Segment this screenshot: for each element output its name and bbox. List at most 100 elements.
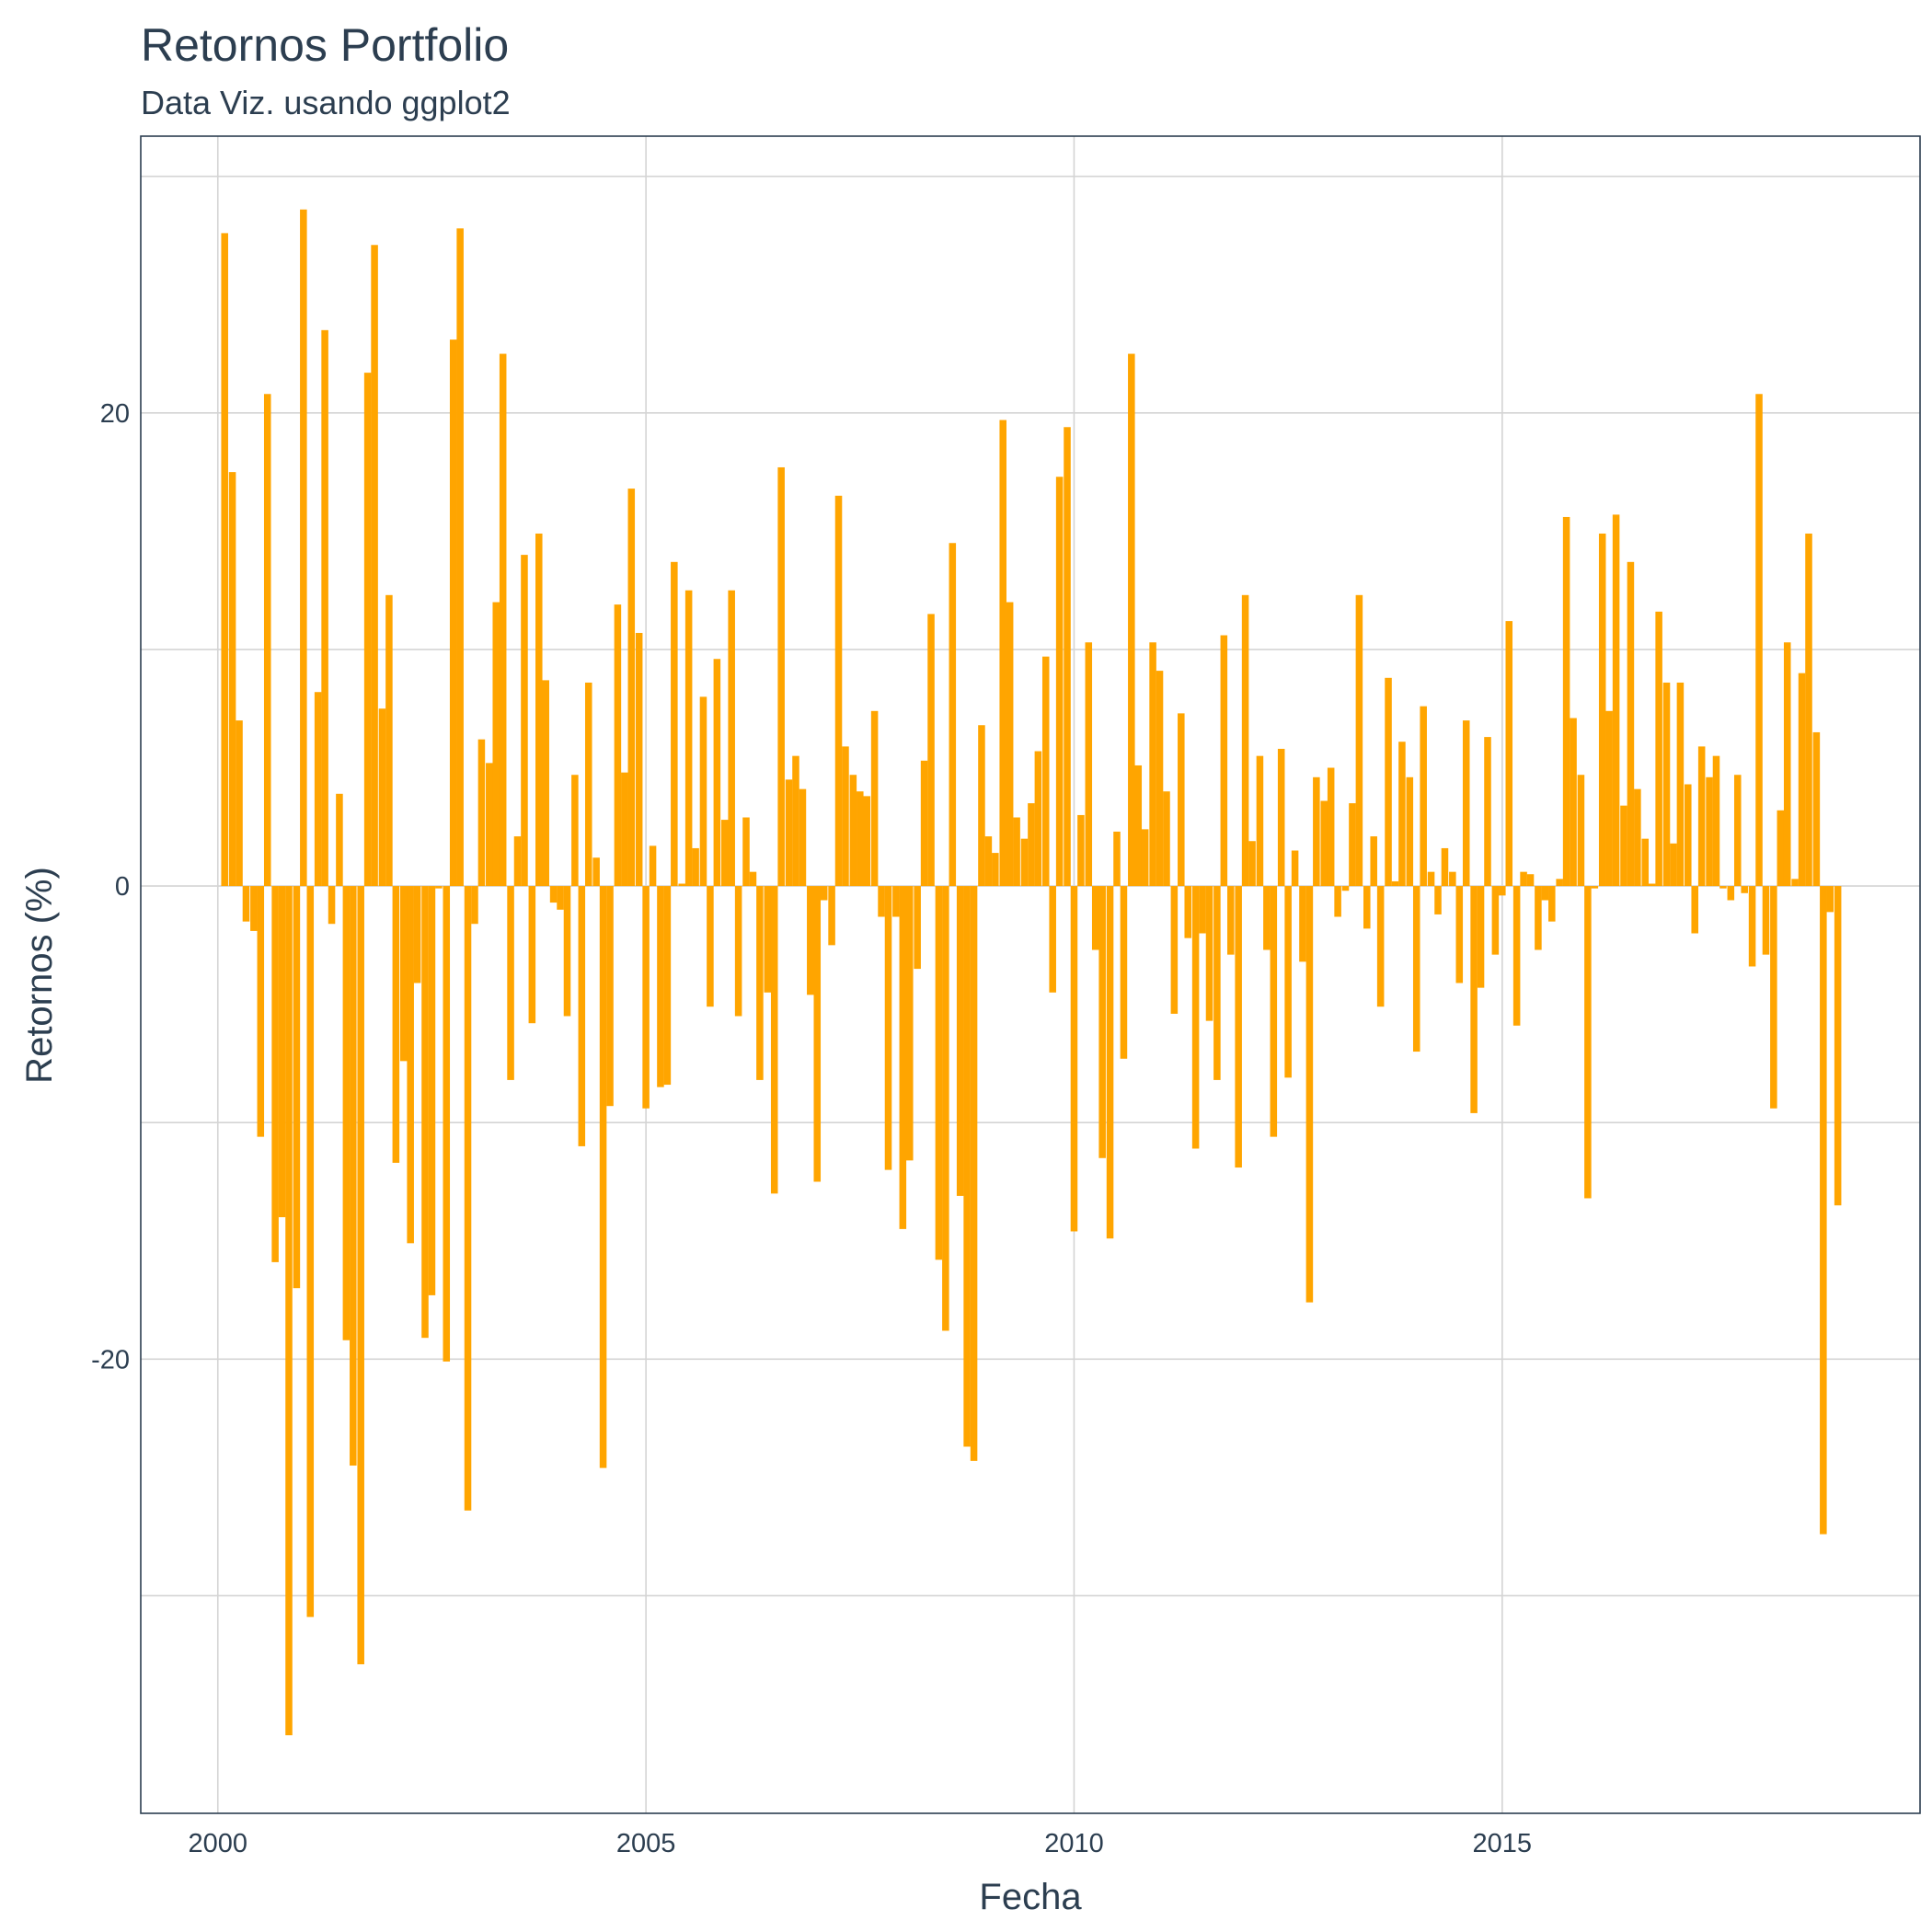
bar: [1213, 886, 1221, 1080]
bar: [699, 696, 707, 887]
bar: [1777, 810, 1785, 887]
bar: [614, 604, 622, 887]
bar: [477, 739, 486, 887]
bar: [1355, 594, 1363, 887]
bar: [413, 886, 421, 983]
bar: [328, 886, 336, 925]
bar: [1334, 886, 1341, 917]
bar: [606, 886, 614, 1107]
bar: [549, 886, 558, 903]
bar: [1241, 594, 1249, 887]
bar: [1826, 886, 1834, 913]
bar: [834, 495, 843, 887]
bar: [435, 886, 443, 889]
bar: [1320, 800, 1328, 887]
bar: [1612, 514, 1620, 887]
bar: [764, 886, 772, 993]
bar: [906, 886, 914, 1161]
bar: [1420, 706, 1427, 887]
bar: [870, 710, 879, 887]
bar: [635, 632, 643, 887]
bar: [1783, 642, 1791, 887]
bar: [1556, 879, 1563, 887]
bar: [421, 886, 429, 1339]
bar: [1064, 427, 1071, 887]
bar: [1598, 533, 1606, 887]
bar: [1376, 886, 1385, 1007]
bar: [1655, 611, 1662, 887]
bar: [1770, 886, 1777, 1109]
bar: [1820, 886, 1827, 1535]
bar: [378, 708, 386, 887]
bar: [1741, 886, 1748, 893]
bar: [1634, 788, 1641, 887]
bar: [1627, 561, 1635, 887]
bar: [257, 886, 265, 1137]
bar: [1098, 886, 1106, 1158]
bar: [285, 886, 293, 1736]
bar: [221, 233, 228, 887]
bar: [621, 772, 628, 887]
bar: [1370, 836, 1377, 887]
bar: [592, 857, 600, 887]
bar: [407, 886, 414, 1244]
bar: [1570, 718, 1577, 887]
bar: [1020, 838, 1029, 887]
bar: [1256, 755, 1264, 887]
bar: [1156, 671, 1164, 887]
bar: [1577, 775, 1585, 887]
bar: [970, 886, 978, 1461]
bar: [342, 886, 351, 1340]
bar: [1178, 713, 1185, 887]
bar: [456, 228, 464, 887]
bar: [999, 420, 1006, 887]
bar: [1006, 602, 1014, 887]
bar: [756, 886, 764, 1080]
bar: [1270, 886, 1278, 1137]
bar: [278, 886, 286, 1218]
bar: [657, 886, 664, 1087]
bar: [399, 886, 408, 1062]
y-axis-label: Retornos (%): [19, 867, 60, 1084]
bar: [1620, 805, 1627, 887]
bar: [1477, 886, 1485, 988]
bar: [1385, 677, 1392, 887]
bar: [671, 561, 678, 887]
bar: [350, 886, 357, 1466]
bar: [1584, 886, 1592, 1199]
bar: [584, 682, 592, 887]
bar: [1834, 886, 1842, 1206]
bar: [920, 760, 928, 887]
bar: [1434, 886, 1442, 914]
bar: [1412, 886, 1420, 1052]
bar: [942, 886, 949, 1331]
x-tick-label: 2010: [1044, 1829, 1104, 1858]
bar: [1712, 755, 1720, 887]
bar: [571, 775, 579, 887]
bar: [236, 720, 243, 887]
bar: [1077, 814, 1085, 887]
bar: [464, 886, 472, 1511]
x-tick-label: 2000: [189, 1829, 248, 1858]
bar: [1805, 533, 1812, 887]
x-tick-label: 2015: [1473, 1829, 1533, 1858]
bar: [1363, 886, 1371, 929]
bar: [684, 590, 693, 887]
bar: [927, 614, 935, 887]
bar: [1341, 886, 1350, 891]
bar: [1727, 886, 1735, 901]
bar: [792, 755, 799, 887]
bar: [1548, 886, 1556, 922]
bar: [1697, 746, 1706, 887]
bar: [807, 886, 814, 995]
bar: [521, 555, 528, 887]
bar: [1313, 776, 1320, 887]
bar: [1191, 886, 1200, 1149]
bar: [443, 886, 451, 1362]
bar: [663, 886, 672, 1086]
x-axis-label: Fecha: [979, 1877, 1082, 1917]
bar: [1662, 682, 1671, 887]
bar: [1762, 886, 1770, 955]
bar: [1041, 656, 1050, 887]
bar: [878, 886, 885, 917]
